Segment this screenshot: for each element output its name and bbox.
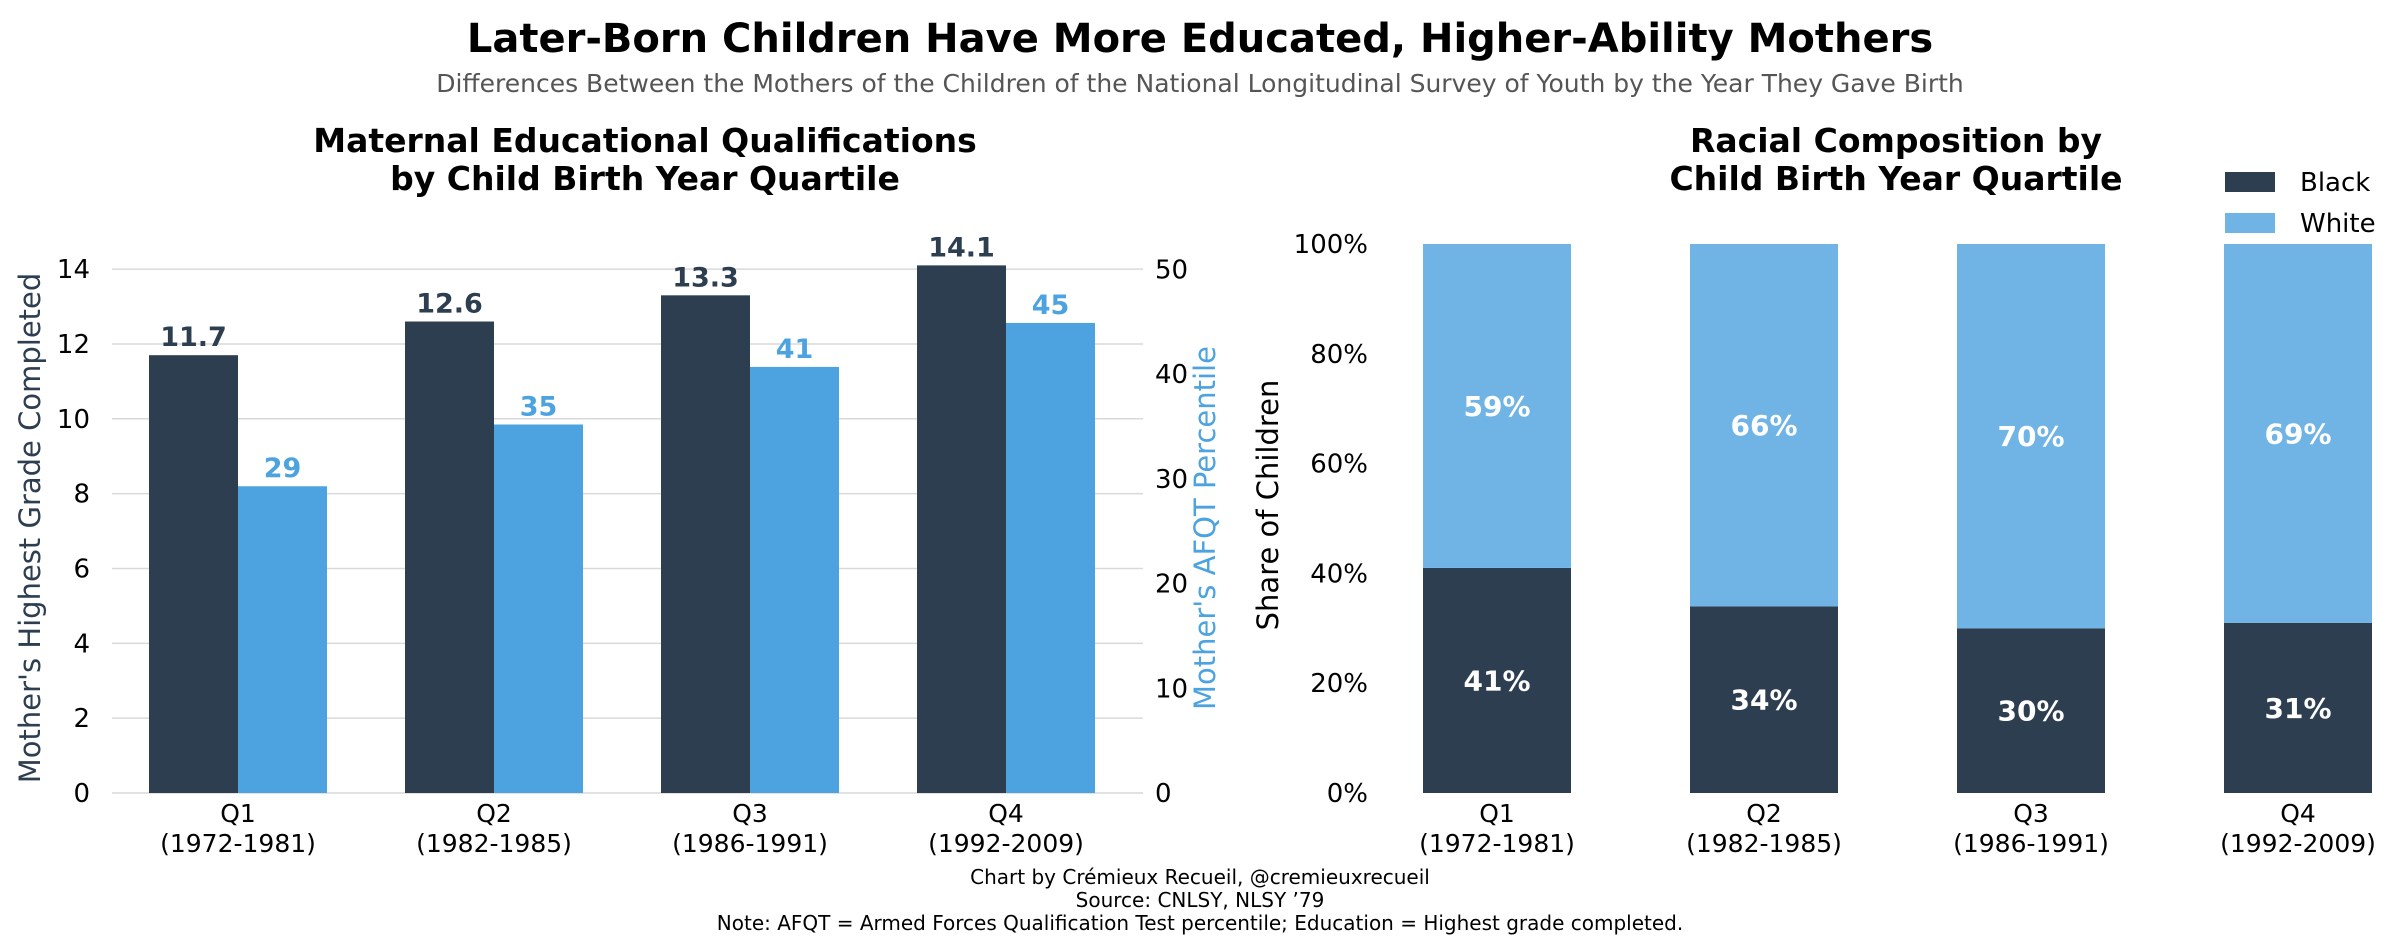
bar-afqt-q2 — [494, 424, 583, 793]
bar-education-q2 — [405, 321, 494, 793]
left-bar-labels: 11.7 29 12.6 35 13.3 41 14.1 45 — [160, 232, 1069, 484]
ytick-label: 0% — [1327, 779, 1368, 809]
xtick-range: (1972-1981) — [1419, 829, 1575, 858]
ytick-left-label: 2 — [73, 704, 90, 734]
bar-label-black: 34% — [1730, 684, 1797, 717]
chart-subtitle: Differences Between the Mothers of the C… — [436, 69, 1964, 98]
ytick-label: 60% — [1310, 450, 1368, 480]
right-panel: Racial Composition by Child Birth Year Q… — [1251, 121, 2376, 858]
left-yaxis-right-ticks: 0 10 20 30 40 50 — [1155, 256, 1188, 809]
stack-bar-labels: 41% 59% 34% 66% 30% 70% 31% 69% — [1463, 390, 2331, 728]
bar-black-q4 — [2224, 622, 2372, 793]
xtick-range: (1982-1985) — [416, 829, 572, 858]
legend-label-white: White — [2300, 209, 2376, 239]
xtick-label: Q1 — [1479, 799, 1515, 828]
ytick-label: 100% — [1294, 230, 1368, 260]
chart-title: Later-Born Children Have More Educated, … — [467, 16, 1933, 62]
xtick-label: Q3 — [732, 799, 768, 828]
left-panel: Maternal Educational Qualifications by C… — [13, 121, 1222, 858]
ytick-left-label: 4 — [73, 629, 90, 659]
ytick-right-label: 30 — [1155, 465, 1188, 495]
left-ylabel: Mother's Highest Grade Completed — [13, 273, 47, 784]
ytick-left-label: 0 — [73, 779, 90, 809]
xtick-range: (1986-1991) — [672, 829, 828, 858]
bar-afqt-q4 — [1006, 322, 1095, 793]
bar-label-black: 41% — [1463, 664, 1530, 697]
bar-label-education: 11.7 — [160, 322, 227, 353]
bar-label-afqt: 41 — [776, 334, 814, 365]
footer-note: Note: AFQT = Armed Forces Qualification … — [717, 911, 1683, 935]
legend-swatch-black — [2225, 172, 2275, 192]
legend-swatch-white — [2225, 213, 2275, 233]
footer-credit: Chart by Crémieux Recueil, @cremieuxrecu… — [970, 865, 1430, 889]
ytick-left-label: 8 — [73, 480, 90, 510]
bar-black-q1 — [1423, 567, 1571, 793]
bar-label-black: 30% — [1997, 695, 2064, 728]
bar-label-education: 13.3 — [672, 262, 739, 293]
bar-label-afqt: 35 — [520, 391, 558, 422]
xtick-label: Q4 — [988, 799, 1024, 828]
ytick-right-label: 10 — [1155, 674, 1188, 704]
ytick-label: 80% — [1310, 340, 1368, 370]
xtick-label: Q1 — [220, 799, 256, 828]
bar-label-afqt: 45 — [1032, 290, 1070, 321]
xtick-label: Q2 — [476, 799, 512, 828]
bar-label-education: 12.6 — [416, 289, 483, 320]
bar-label-white: 66% — [1730, 409, 1797, 442]
bar-white-q2 — [1690, 244, 1838, 607]
legend: Black White — [2225, 168, 2376, 239]
left-bars — [149, 265, 1095, 793]
bar-black-q3 — [1957, 628, 2105, 793]
ytick-right-label: 50 — [1155, 256, 1188, 286]
ytick-right-label: 0 — [1155, 779, 1172, 809]
bar-education-q3 — [661, 295, 750, 793]
xtick-label: Q4 — [2280, 799, 2316, 828]
ytick-left-label: 14 — [57, 255, 90, 285]
xtick-label: Q2 — [1746, 799, 1782, 828]
left-panel-title-line-1: Maternal Educational Qualifications — [313, 121, 977, 160]
stack-bars — [1423, 244, 2372, 793]
bar-afqt-q3 — [750, 366, 839, 793]
bar-label-education: 14.1 — [928, 232, 995, 263]
ytick-left-label: 12 — [57, 330, 90, 360]
bar-label-white: 70% — [1997, 420, 2064, 453]
bar-afqt-q1 — [238, 486, 327, 793]
ytick-left-label: 6 — [73, 554, 90, 584]
xtick-range: (1982-1985) — [1686, 829, 1842, 858]
xtick-label: Q3 — [2013, 799, 2049, 828]
stack-ylabel: Share of Children — [1251, 380, 1285, 631]
xtick-range: (1972-1981) — [160, 829, 316, 858]
bar-label-black: 31% — [2264, 692, 2331, 725]
bar-label-white: 59% — [1463, 390, 1530, 423]
xtick-range: (1986-1991) — [1953, 829, 2109, 858]
bar-label-white: 69% — [2264, 417, 2331, 450]
xtick-range: (1992-2009) — [928, 829, 1084, 858]
bar-label-afqt: 29 — [264, 453, 302, 484]
ytick-label: 40% — [1310, 559, 1368, 589]
bar-white-q1 — [1423, 244, 1571, 568]
bar-black-q2 — [1690, 606, 1838, 793]
left-panel-title-line-2: by Child Birth Year Quartile — [390, 159, 900, 198]
stack-yaxis-ticks: 0% 20% 40% 60% 80% 100% — [1294, 230, 1368, 809]
right-panel-title-line-1: Racial Composition by — [1690, 121, 2102, 160]
ytick-right-label: 40 — [1155, 360, 1188, 390]
ytick-right-label: 20 — [1155, 570, 1188, 600]
right-panel-title-line-2: Child Birth Year Quartile — [1669, 159, 2122, 198]
legend-label-black: Black — [2300, 168, 2370, 198]
footer-source: Source: CNLSY, NLSY ’79 — [1076, 888, 1325, 912]
bar-white-q3 — [1957, 244, 2105, 629]
bar-education-q4 — [917, 265, 1006, 793]
xtick-range: (1992-2009) — [2220, 829, 2376, 858]
left-xaxis-ticks: Q1(1972-1981) Q2(1982-1985) Q3(1986-1991) Q… — [160, 799, 1084, 858]
ytick-label: 20% — [1310, 669, 1368, 699]
right-ylabel: Mother's AFQT Percentile — [1188, 346, 1222, 710]
bar-white-q4 — [2224, 244, 2372, 623]
stack-xaxis-ticks: Q1(1972-1981) Q2(1982-1985) Q3(1986-1991) Q… — [1419, 799, 2376, 858]
bar-education-q1 — [149, 355, 238, 793]
ytick-left-label: 10 — [57, 405, 90, 435]
left-yaxis-left-ticks: 0 2 4 6 8 10 12 14 — [57, 255, 90, 809]
